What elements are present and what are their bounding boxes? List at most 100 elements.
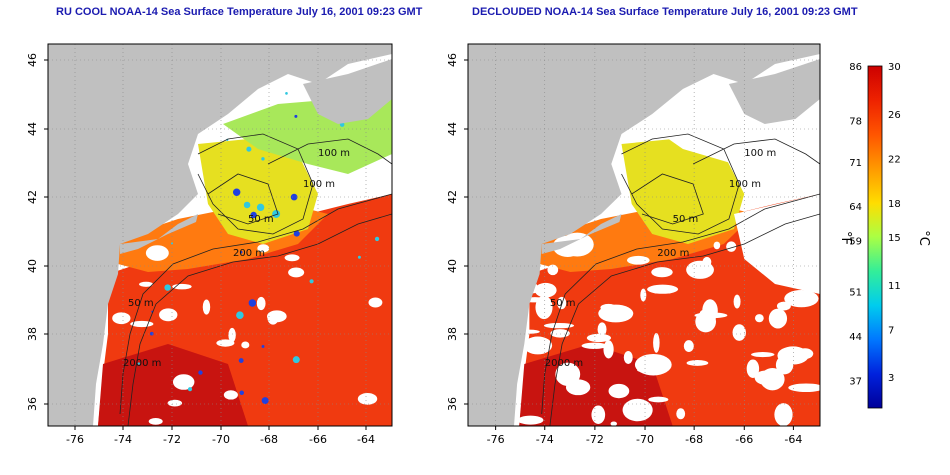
y-tick-label: 44	[26, 122, 39, 136]
cloud-patch	[622, 398, 653, 422]
cloud-patch	[751, 352, 775, 358]
x-tick-label: -74	[536, 433, 554, 446]
cold-pixel-cluster	[272, 210, 281, 218]
cloud-patch	[647, 284, 679, 294]
cloud-patch	[775, 355, 794, 375]
contour-label: 50 m	[128, 298, 154, 309]
cloud-patch	[754, 314, 764, 323]
cloud-patch	[640, 288, 647, 302]
bathymetry-contour	[127, 213, 392, 426]
cool-shelf-region	[621, 139, 745, 244]
cold-pixel-cluster	[239, 250, 243, 254]
x-tick-label: -72	[586, 433, 604, 446]
y-tick-label: 42	[446, 190, 459, 204]
land-mass	[48, 44, 392, 426]
x-tick-label: -66	[735, 433, 753, 446]
y-tick-label: 46	[26, 53, 39, 67]
cloud-patch	[228, 327, 236, 343]
colorbar-celsius-tick: 26	[888, 110, 901, 121]
cloud-patch	[648, 396, 669, 403]
cloud-patch	[746, 359, 760, 379]
cloud-patch	[683, 340, 694, 352]
colorbar-fahrenheit-tick: 64	[849, 202, 862, 213]
cloud-patch	[732, 324, 746, 341]
cloud-patch	[788, 383, 820, 393]
cloud-patch	[267, 310, 287, 323]
cloud-patch	[543, 322, 575, 329]
x-tick-label: -68	[260, 433, 278, 446]
cloud-patch	[603, 340, 614, 359]
cloud-patch	[257, 244, 270, 253]
cold-pixel-cluster	[238, 358, 244, 363]
cloud-patch	[627, 255, 650, 265]
colorbar-fahrenheit-tick: 71	[849, 158, 862, 169]
contour-label: 100 m	[744, 148, 776, 159]
cloud-patch	[686, 260, 714, 279]
colorbar-fahrenheit-tick: 59	[849, 236, 862, 247]
contour-label: 200 m	[233, 248, 265, 259]
right-map: 100 m 100 m 50 m 200 m 50 m 2000 m	[468, 44, 820, 426]
cloud-patch	[591, 405, 606, 424]
cloud-patch	[774, 403, 793, 426]
colorbar-celsius-tick: 22	[888, 154, 901, 165]
colorbar-celsius-tick: 3	[888, 373, 894, 384]
cloud-patch	[598, 304, 634, 323]
x-tick-label: -66	[309, 433, 327, 446]
cold-pixel-cluster	[285, 92, 288, 95]
cold-pixel-cluster	[248, 299, 257, 307]
cloud-patch	[547, 264, 559, 276]
cloud-patch	[784, 289, 819, 308]
cloud-patch	[686, 360, 709, 366]
nova-scotia	[303, 59, 392, 124]
colorbar	[867, 65, 883, 409]
colorbar-celsius-tick: 18	[888, 199, 901, 210]
cold-pixel-cluster	[290, 193, 298, 201]
cloud-patch	[550, 329, 570, 338]
fahrenheit-unit-label: °F	[838, 231, 853, 245]
cloud-patch	[581, 342, 608, 349]
y-tick-label: 42	[26, 190, 39, 204]
cold-pixel-cluster	[170, 242, 174, 245]
bathymetry-contour	[119, 193, 392, 415]
colorbar-celsius-tick: 11	[888, 281, 901, 292]
cold-pixel-cluster	[198, 370, 203, 375]
cold-pixel-cluster	[261, 397, 269, 405]
cloud-patch	[676, 408, 686, 420]
bathymetry-contour	[692, 138, 820, 165]
celsius-unit-label: °C	[916, 230, 931, 246]
cloud-patch	[112, 312, 131, 325]
y-tick-label: 38	[26, 327, 39, 341]
cloud-patch	[726, 241, 737, 252]
bathymetry-contour	[549, 213, 820, 426]
contour-label: 2000 m	[545, 358, 583, 369]
x-tick-label: -70	[212, 433, 230, 446]
cold-pixel-cluster	[309, 279, 314, 284]
contour-label: 100 m	[729, 179, 761, 190]
cloud-patch	[241, 341, 250, 349]
cold-pixel-cluster	[149, 331, 154, 336]
cloud-patch	[216, 339, 235, 347]
cold-pixel-cluster	[250, 211, 257, 219]
bathymetry-contour	[631, 173, 704, 225]
y-tick-label: 36	[446, 397, 459, 411]
cloud-patch	[159, 308, 178, 322]
cloud-patch	[172, 374, 195, 390]
cloud-patch	[597, 322, 607, 337]
right-map-title: DECLOUDED NOAA-14 Sea Surface Temperatur…	[472, 6, 858, 18]
colorbar-fahrenheit-tick: 44	[849, 332, 862, 343]
cold-pixel-cluster	[137, 362, 141, 365]
x-tick-label: -70	[636, 433, 654, 446]
cloud-patch	[586, 333, 612, 343]
cloud-patch	[565, 379, 591, 396]
cloud-patch	[734, 194, 820, 294]
left-map-title: RU COOL NOAA-14 Sea Surface Temperature …	[56, 6, 423, 18]
colorbar-celsius-tick: 15	[888, 233, 901, 244]
cold-pixel-cluster	[293, 230, 300, 237]
x-tick-label: -76	[487, 433, 505, 446]
colorbar-fahrenheit-tick: 51	[849, 288, 862, 299]
cloud-patch	[653, 333, 660, 353]
cold-pixel-cluster	[292, 356, 300, 364]
cold-pixel-cluster	[239, 390, 245, 396]
cloud-patch	[172, 283, 192, 290]
